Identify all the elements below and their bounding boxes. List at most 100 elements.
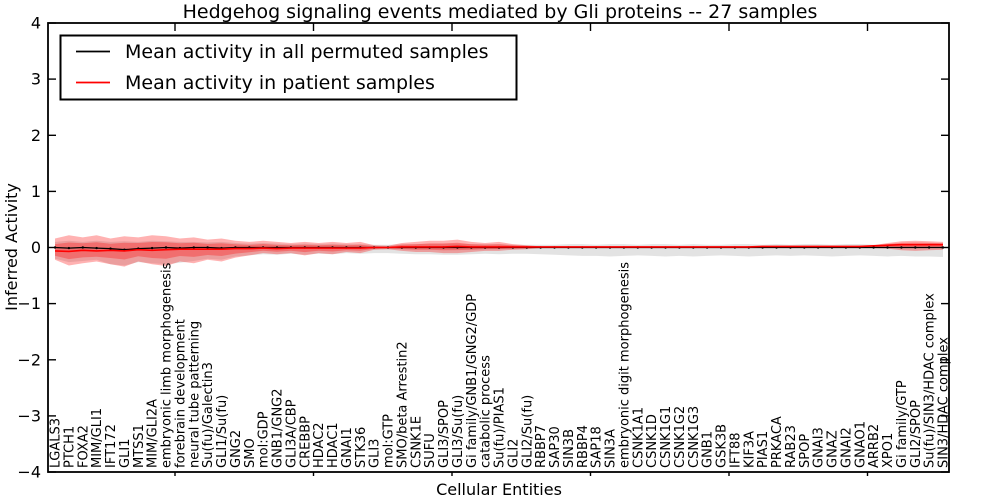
y-tick-label: 2 [31,126,41,145]
permuted-mean-marker [81,246,85,249]
patient-band-outer [55,235,943,267]
y-tick-label: −4 [17,463,41,482]
x-category-label: PTCH1 [62,426,77,468]
y-tick-label: 4 [31,14,41,33]
x-category-label: RAB23 [784,425,799,468]
x-category-label: neural tube patterning [187,321,202,468]
x-category-label: GNB1 [701,431,716,468]
series-lines-layer [53,243,945,253]
x-category-label: GSK3B [715,424,730,468]
legend-label-permuted: Mean activity in all permuted samples [125,41,488,63]
permuted-mean-marker [109,247,112,250]
axes-layer: 4 3 2 1 0 −1 −2 −3 −4 [17,14,950,482]
x-category-label: CSNK1D [645,414,660,468]
x-category-label: CSNK1G1 [659,406,674,468]
permuted-mean-marker [927,246,931,249]
x-category-label: HDAC2 [312,422,327,468]
y-tick-label: 3 [31,70,41,89]
x-category-label: GLI3 [368,439,383,468]
x-category-label: GNAI3 [812,427,827,468]
x-category-label: MIM/GLI1 [90,408,105,468]
x-category-label: SPOP [798,434,813,468]
x-category-label: GNG2 [229,430,244,468]
patient-mean-line [54,243,943,253]
permuted-mean-marker [914,246,917,249]
x-category-label: SIN3/HDAC complex [937,337,952,468]
x-category-label: HDAC1 [326,422,341,468]
x-category-label: GNAO1 [853,421,868,468]
x-category-label: GLI2 [506,439,521,468]
x-category-label: embryonic digit morphogenesis [617,262,632,468]
x-category-labels: LGALS3PTCH1FOXA2MIM/GLI1IFT172GLI1MTSS1M… [49,262,952,468]
y-tick-label: −2 [17,350,41,369]
legend-label-patient: Mean activity in patient samples [125,72,435,94]
x-category-label: STK36 [354,427,369,468]
x-category-label: SMO [243,438,258,468]
y-tick-label: 0 [31,238,41,257]
x-category-label: GNAI1 [340,427,355,468]
permuted-mean-marker [150,246,154,250]
y-tick-label: −1 [17,294,41,313]
permuted-mean-marker [164,246,168,249]
x-category-label: MIM/GLI2A [146,399,161,468]
x-category-label: KIF3A [742,431,757,468]
x-category-label: embryonic limb morphogenesis [160,262,175,468]
x-category-label: FOXA2 [76,425,91,468]
x-category-label: GNAZ [826,430,841,468]
bands-layer [55,235,943,267]
x-category-label: CSNK1A1 [631,407,646,468]
x-category-label: SAP30 [548,426,563,468]
x-category-label: GNAI2 [839,427,854,468]
x-category-label: MTSS1 [132,424,147,468]
permuted-mean-marker [900,246,903,249]
x-category-label: Su(fu)/Galectin3 [201,362,216,468]
x-category-label: GLI3/Su(fu) [451,395,466,468]
x-category-label: GNB1/GNG2 [271,388,286,468]
x-category-label: RBBP4 [576,425,591,468]
x-category-label: mol:GTP [382,414,397,468]
y-axis-label: Inferred Activity [2,183,21,311]
chart-title: Hedgehog signaling events mediated by Gl… [183,1,818,23]
permuted-mean-marker [67,246,71,250]
legend-box [59,34,518,101]
permuted-mean-marker [886,246,889,249]
x-category-label: GLI3A/CBP [284,399,299,468]
x-category-label: mol:GDP [257,411,272,468]
x-category-label: GLI1/Su(fu) [215,395,230,468]
x-category-label: Su(fu)/SIN3/HDAC complex [923,293,938,468]
x-category-label: PIAS1 [756,431,771,468]
x-category-label: RBBP7 [534,425,549,468]
permuted-mean-marker [872,246,875,249]
x-category-label: PRKACA [770,416,785,468]
x-category-label: SIN3A [604,429,619,468]
x-category-label: catabolic process [479,355,494,468]
x-category-label: Gi family/GNB1/GNG2/GDP [465,294,480,468]
x-category-label: IFT88 [728,432,743,468]
x-category-label: ARRB2 [867,424,882,468]
y-tick-label: 1 [31,182,41,201]
x-category-label: CSNK1E [409,416,424,468]
permuted-mean-marker [206,246,209,249]
x-category-label: SUFU [423,433,438,468]
x-category-label: CSNK1G3 [687,406,702,468]
x-category-label: XPO1 [881,433,896,468]
x-category-label: Gi family/GTP [895,380,910,468]
x-category-label: GLI2/Su(fu) [520,395,535,468]
x-category-label: CREBBP [298,416,313,468]
x-category-label: SIN3B [562,429,577,468]
y-tick-label: −3 [17,406,41,425]
permuted-mean-marker [95,246,98,250]
x-category-label: IFT172 [104,424,119,468]
legend: Mean activity in all permuted samples Me… [59,34,518,101]
x-category-label: GLI2/SPOP [909,400,924,468]
x-category-label: GLI3/SPOP [437,400,452,468]
x-axis-label: Cellular Entities [436,480,562,499]
x-category-label: CSNK1G2 [673,406,688,468]
x-category-label: SAP18 [590,426,605,468]
x-category-label: forebrain development [173,319,188,468]
x-category-label: LGALS3 [49,418,64,468]
x-category-label: SMO/beta Arrestin2 [395,341,410,468]
permuted-mean-marker [192,246,195,249]
